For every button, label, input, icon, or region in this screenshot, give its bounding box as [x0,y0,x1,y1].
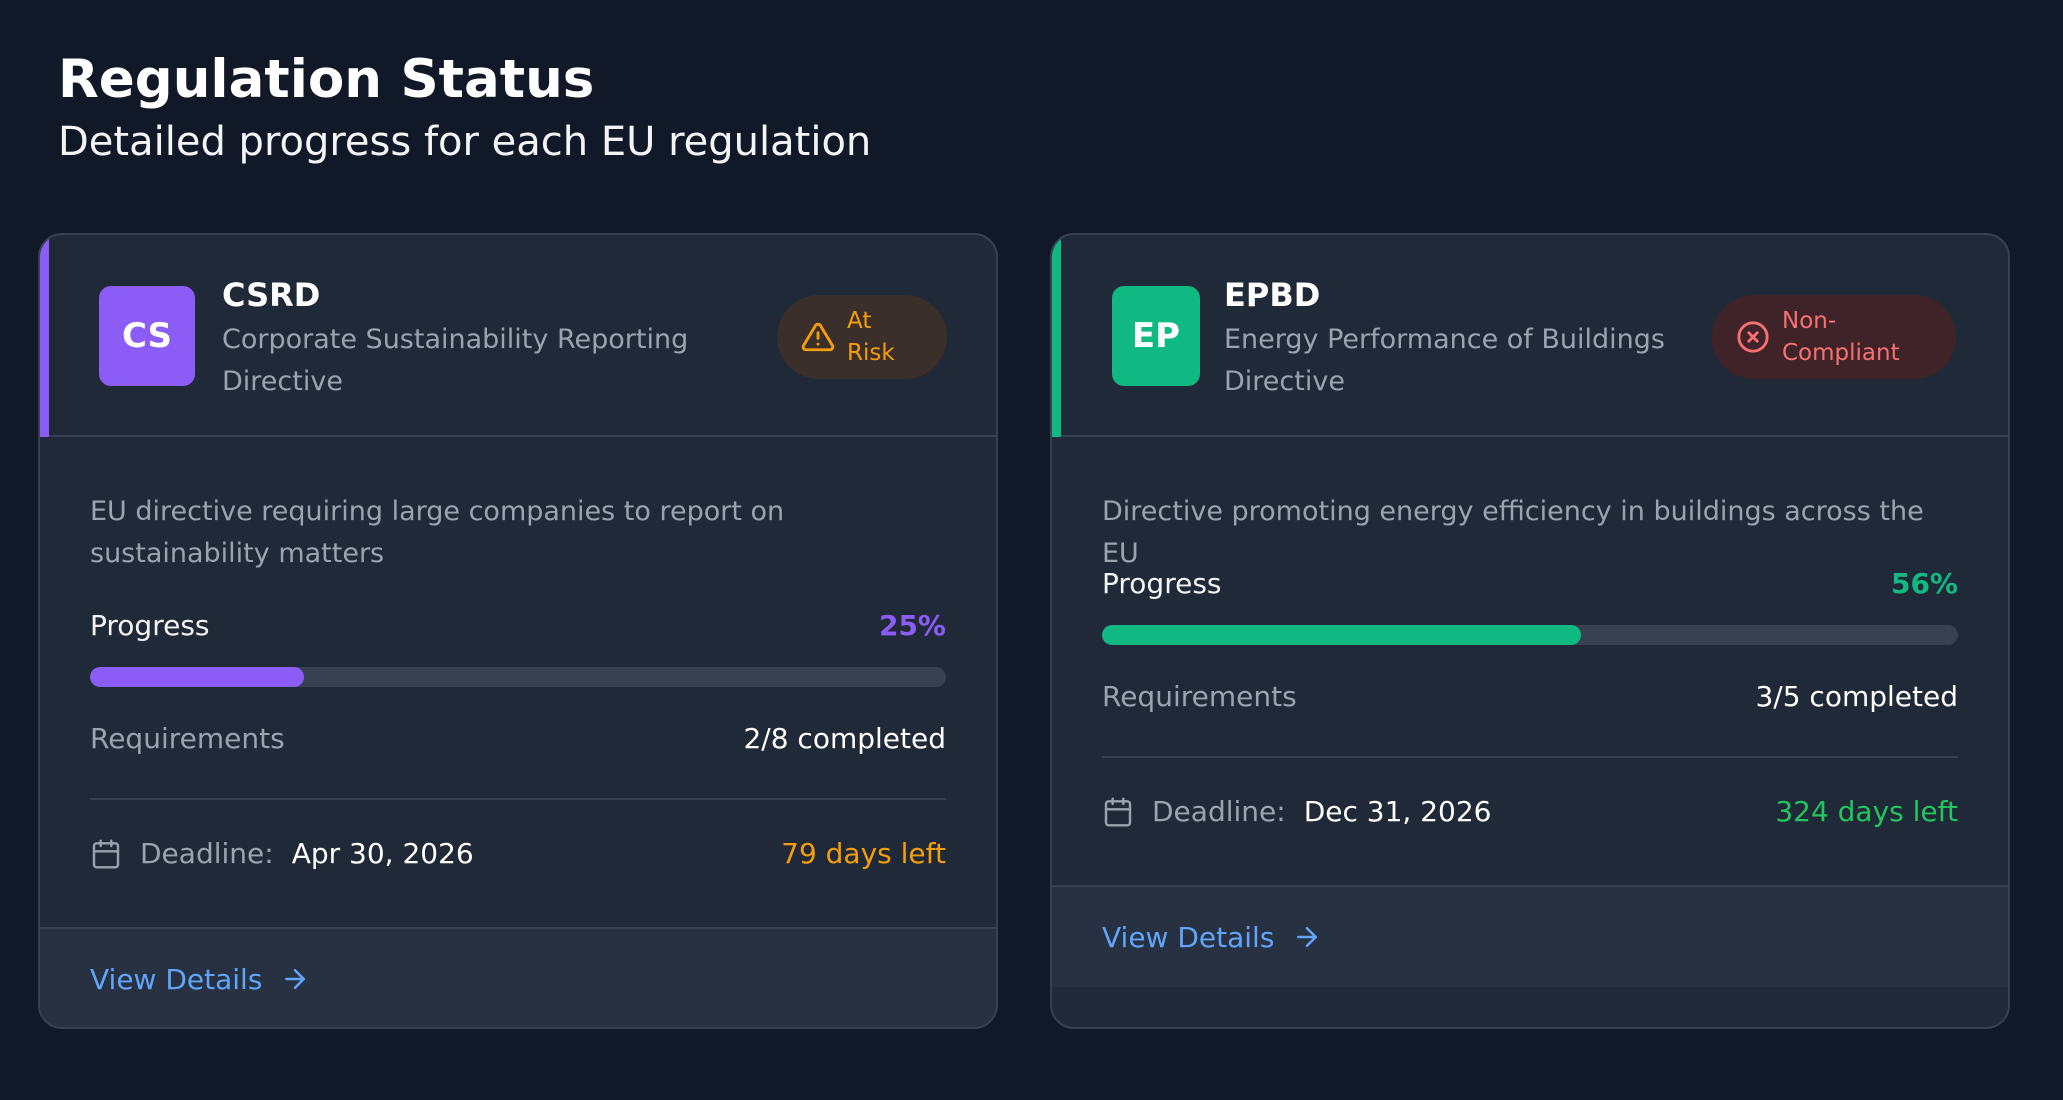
status-badge: At Risk [777,295,947,379]
accent-bar [1052,235,1061,437]
status-label: At Risk [847,308,895,366]
days-left: 79 days left [781,837,946,870]
x-circle-icon [1737,321,1769,353]
progress-label: Progress [1102,567,1222,600]
deadline-date: Apr 30, 2026 [291,837,474,870]
regulation-card-epbd: EP EPBD Energy Performance of Buildings … [1050,233,2010,1029]
deadline-label: Deadline: [140,837,274,870]
progress-row: Progress 56% [1102,567,1958,600]
deadline-label: Deadline: [1152,795,1286,828]
calendar-icon [92,838,120,869]
regulation-logo: CS [99,286,195,386]
warning-triangle-icon [801,322,835,352]
progress-percent: 25% [878,609,946,642]
requirements-row: Requirements 2/8 completed [90,722,946,755]
card-footer: View Details [40,927,996,1027]
status-badge: Non-Compliant [1712,295,1956,379]
regulation-description: EU directive requiring large companies t… [90,496,785,569]
accent-bar [40,235,49,437]
regulation-name: Corporate Sustainability Reporting Direc… [222,324,689,397]
progress-row: Progress 25% [90,609,946,642]
regulation-code: CSRD [222,276,321,314]
arrow-right-icon [1297,927,1318,947]
progress-label: Progress [90,609,210,642]
progress-bar [1102,625,1958,645]
requirements-label: Requirements [90,722,285,755]
status-label: Non-Compliant [1782,308,1900,366]
regulation-card-csrd: CS CSRD Corporate Sustainability Reporti… [38,233,998,1029]
divider [90,798,946,800]
calendar-icon [1104,796,1132,827]
view-details-label: View Details [90,962,263,996]
progress-bar [90,667,946,687]
card-header: CS CSRD Corporate Sustainability Reporti… [40,235,996,437]
view-details-link[interactable]: View Details [1102,921,1322,954]
progress-fill [1102,625,1582,645]
progress-percent: 56% [1890,567,1958,600]
requirements-label: Requirements [1102,680,1297,713]
deadline-row: Deadline: Dec 31, 2026 324 days left [1102,795,1958,828]
page-title: Regulation Status [58,49,595,110]
divider [1102,756,1958,758]
view-details-label: View Details [1102,920,1275,954]
regulation-name: Energy Performance of Buildings Directiv… [1224,324,1665,397]
regulation-code: EPBD [1224,276,1321,314]
card-header: EP EPBD Energy Performance of Buildings … [1052,235,2008,437]
page-header: Regulation Status Detailed progress for … [58,48,871,170]
card-footer: View Details [1052,885,2008,987]
page-subtitle: Detailed progress for each EU regulation [58,119,872,165]
progress-fill [90,667,304,687]
deadline-info: Deadline: Apr 30, 2026 [90,837,474,870]
days-left: 324 days left [1775,795,1958,828]
regulation-description: Directive promoting energy efficiency in… [1102,496,1924,569]
deadline-info: Deadline: Dec 31, 2026 [1102,795,1491,828]
requirements-value: 3/5 completed [1755,680,1958,713]
regulation-logo: EP [1112,286,1200,386]
requirements-row: Requirements 3/5 completed [1102,680,1958,713]
deadline-date: Dec 31, 2026 [1303,795,1492,828]
view-details-link[interactable]: View Details [90,963,310,996]
requirements-value: 2/8 completed [743,722,946,755]
arrow-right-icon [285,969,306,989]
deadline-row: Deadline: Apr 30, 2026 79 days left [90,837,946,870]
